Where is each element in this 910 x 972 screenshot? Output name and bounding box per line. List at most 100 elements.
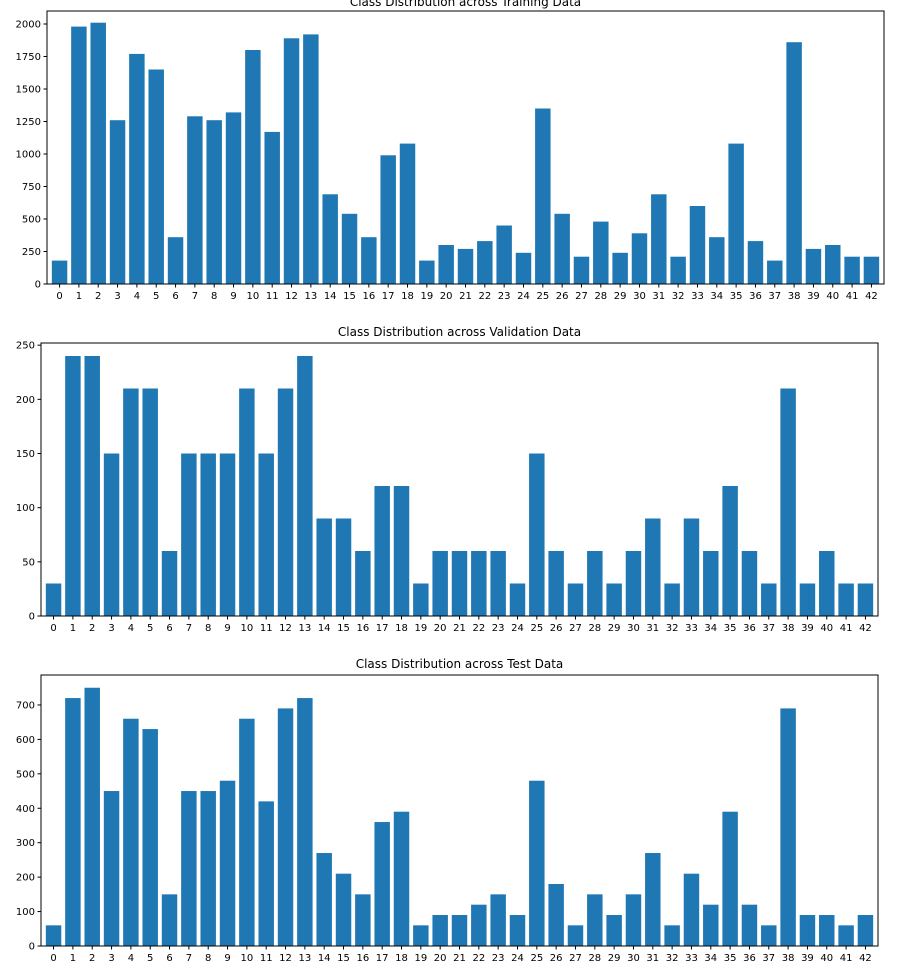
bar-24 xyxy=(515,252,532,284)
bar-1 xyxy=(65,698,81,946)
bar-12 xyxy=(277,388,294,616)
bar-16 xyxy=(361,237,377,284)
x-tick-label: 33 xyxy=(685,953,698,964)
bar-0 xyxy=(45,925,62,946)
x-tick-label: 35 xyxy=(730,291,743,302)
x-tick-label: 39 xyxy=(801,623,814,634)
bar-29 xyxy=(612,252,628,284)
bar-26 xyxy=(548,551,564,616)
bar-33 xyxy=(683,518,700,616)
x-tick-label: 25 xyxy=(530,623,543,634)
x-tick-label: 11 xyxy=(260,623,273,634)
x-tick-label: 18 xyxy=(395,953,408,964)
y-tick-label: 0 xyxy=(29,942,35,953)
bar-7 xyxy=(181,453,197,616)
x-tick-label: 10 xyxy=(241,953,254,964)
bar-18 xyxy=(393,811,410,946)
bar-33 xyxy=(683,873,700,946)
bar-18 xyxy=(399,143,416,284)
bar-39 xyxy=(799,915,816,946)
bar-19 xyxy=(413,925,429,946)
x-tick-label: 30 xyxy=(627,623,640,634)
bar-30 xyxy=(625,894,642,946)
x-tick-label: 34 xyxy=(704,953,717,964)
x-tick-label: 2 xyxy=(89,953,95,964)
x-tick-label: 25 xyxy=(530,953,543,964)
bar-8 xyxy=(206,120,222,284)
y-tick-label: 250 xyxy=(16,341,35,352)
bar-0 xyxy=(45,583,62,616)
y-tick-label: 150 xyxy=(16,449,35,460)
x-tick-label: 40 xyxy=(826,291,839,302)
x-tick-label: 29 xyxy=(608,623,621,634)
x-tick-label: 36 xyxy=(743,623,756,634)
x-tick-label: 8 xyxy=(205,623,211,634)
bar-27 xyxy=(567,925,584,946)
x-tick-label: 4 xyxy=(128,953,134,964)
bar-8 xyxy=(200,453,216,616)
x-tick-label: 35 xyxy=(724,623,737,634)
x-tick-label: 16 xyxy=(362,291,375,302)
bar-5 xyxy=(142,388,158,616)
bar-32 xyxy=(664,583,680,616)
x-tick-label: 15 xyxy=(337,953,350,964)
x-tick-label: 28 xyxy=(594,291,607,302)
x-tick-label: 36 xyxy=(743,953,756,964)
bar-23 xyxy=(490,551,506,616)
bar-41 xyxy=(838,925,854,946)
x-tick-label: 12 xyxy=(279,623,292,634)
y-tick-label: 1000 xyxy=(16,150,41,161)
bar-28 xyxy=(593,221,609,284)
x-tick-label: 12 xyxy=(279,953,292,964)
bar-6 xyxy=(161,551,178,616)
bar-10 xyxy=(239,718,255,946)
bar-39 xyxy=(805,248,822,284)
x-tick-label: 6 xyxy=(172,291,178,302)
x-tick-label: 18 xyxy=(401,291,414,302)
bar-7 xyxy=(187,116,203,284)
x-tick-label: 3 xyxy=(114,291,120,302)
y-tick-label: 400 xyxy=(16,804,35,815)
x-tick-label: 32 xyxy=(672,291,685,302)
x-tick-label: 7 xyxy=(186,953,192,964)
x-tick-label: 35 xyxy=(724,953,737,964)
x-tick-label: 11 xyxy=(260,953,273,964)
bar-17 xyxy=(374,486,390,616)
x-tick-label: 7 xyxy=(186,623,192,634)
bar-34 xyxy=(703,551,719,616)
x-tick-label: 0 xyxy=(50,953,56,964)
bar-10 xyxy=(245,50,261,284)
x-tick-label: 36 xyxy=(749,291,762,302)
bar-15 xyxy=(341,213,358,284)
x-tick-label: 24 xyxy=(517,291,530,302)
plot-frame xyxy=(40,342,879,617)
x-tick-label: 6 xyxy=(166,953,172,964)
y-tick-label: 1750 xyxy=(16,52,41,63)
x-tick-label: 20 xyxy=(434,953,447,964)
validation-distribution-chart: Class Distribution across Validation Dat… xyxy=(16,325,879,634)
bar-36 xyxy=(741,904,758,946)
x-tick-label: 8 xyxy=(205,953,211,964)
x-tick-label: 26 xyxy=(550,623,563,634)
x-tick-label: 22 xyxy=(472,953,485,964)
x-tick-label: 14 xyxy=(318,623,331,634)
x-tick-label: 20 xyxy=(434,623,447,634)
x-tick-label: 21 xyxy=(453,953,466,964)
x-tick-label: 31 xyxy=(646,623,659,634)
bar-37 xyxy=(767,260,783,284)
bar-8 xyxy=(200,791,216,946)
bar-11 xyxy=(258,453,274,616)
x-tick-label: 40 xyxy=(820,953,833,964)
bar-9 xyxy=(219,453,236,616)
bar-21 xyxy=(451,551,468,616)
bar-42 xyxy=(857,583,874,616)
x-tick-label: 9 xyxy=(230,291,236,302)
x-tick-label: 37 xyxy=(762,953,775,964)
x-tick-label: 31 xyxy=(652,291,665,302)
x-tick-label: 26 xyxy=(556,291,569,302)
x-tick-label: 40 xyxy=(820,623,833,634)
bar-25 xyxy=(529,780,545,946)
x-tick-label: 33 xyxy=(691,291,704,302)
y-tick-label: 100 xyxy=(16,503,35,514)
bar-16 xyxy=(355,894,371,946)
